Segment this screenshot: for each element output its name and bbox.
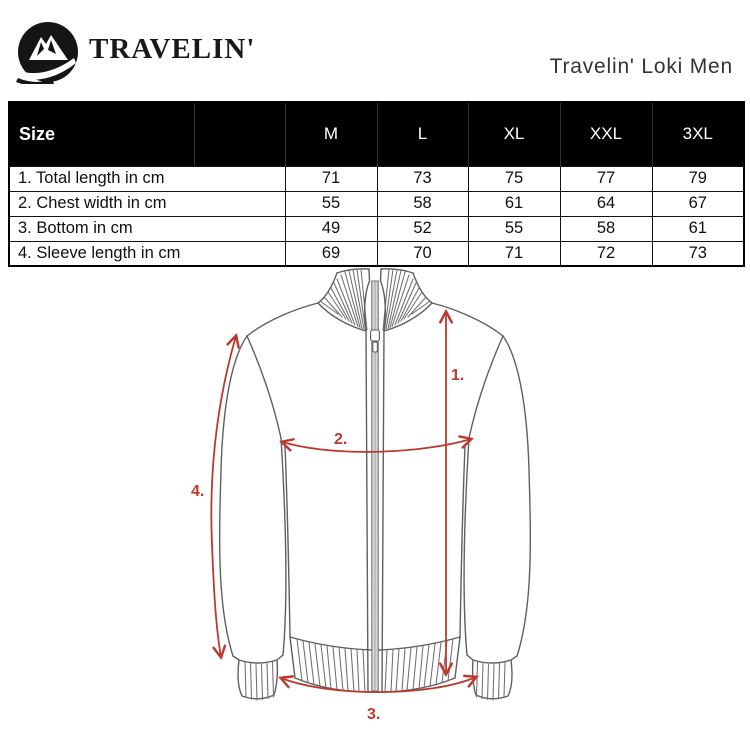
jacket-outline-right [378, 268, 532, 701]
cell-value: 58 [559, 215, 653, 242]
zipper-slider [370, 329, 380, 342]
table-row: 4. Sleeve length in cm 69 70 71 72 73 [8, 240, 745, 267]
arrow-bottom [281, 677, 476, 693]
jacket-outline-left [218, 268, 372, 701]
row-label-total-length: 1. Total length in cm [8, 165, 286, 192]
brand-name: TRAVELIN' [89, 33, 256, 65]
measure-label-2: 2. [334, 431, 347, 448]
row-label-sleeve-length: 4. Sleeve length in cm [8, 240, 286, 267]
measurement-labels: 1. 2. 3. 4. [191, 367, 464, 723]
brand-logo [16, 20, 80, 87]
measure-label-3: 3. [367, 706, 380, 723]
cell-value: 55 [284, 190, 378, 217]
cell-value: 72 [559, 240, 653, 267]
cell-value: 71 [467, 240, 561, 267]
size-col-m: M [284, 102, 377, 166]
cell-value: 70 [376, 240, 469, 267]
cell-value: 73 [651, 240, 745, 267]
table-row: 1. Total length in cm 71 73 75 77 79 [8, 165, 745, 192]
cell-value: 55 [467, 215, 561, 242]
cell-value: 69 [284, 240, 378, 267]
size-col-3xl: 3XL [651, 102, 744, 166]
zipper-pull [372, 341, 378, 353]
cell-value: 71 [284, 165, 378, 192]
cell-value: 64 [559, 190, 653, 217]
size-col-xl: XL [467, 102, 560, 166]
cell-value: 79 [651, 165, 745, 192]
cell-value: 67 [651, 190, 745, 217]
size-header-row: Size M L XL XXL 3XL [9, 102, 744, 166]
row-label-bottom: 3. Bottom in cm [8, 215, 286, 242]
table-row: 2. Chest width in cm 55 58 61 64 67 [8, 190, 745, 217]
cell-value: 58 [376, 190, 469, 217]
measure-label-1: 1. [451, 367, 464, 384]
size-corner-label: Size [9, 102, 194, 166]
jacket-measurement-diagram: 1. 2. 3. 4. [191, 268, 532, 723]
cell-value: 49 [284, 215, 378, 242]
page-title: Travelin' Loki Men [549, 55, 733, 78]
measure-label-4: 4. [191, 483, 204, 500]
arrow-sleeve-length [210, 336, 236, 657]
cell-value: 77 [559, 165, 653, 192]
zipper [363, 268, 387, 692]
measurement-arrows [210, 312, 476, 693]
size-col-xxl: XXL [559, 102, 652, 166]
mountain-road-logo-icon [16, 22, 78, 87]
cell-value: 61 [467, 190, 561, 217]
row-label-chest-width: 2. Chest width in cm [8, 190, 286, 217]
cell-value: 73 [376, 165, 469, 192]
cell-value: 75 [467, 165, 561, 192]
cell-value: 52 [376, 215, 469, 242]
arrow-chest-width [282, 439, 471, 453]
size-col-l: L [376, 102, 468, 166]
table-row: 3. Bottom in cm 49 52 55 58 61 [8, 215, 745, 242]
size-chart-table: Size M L XL XXL 3XL 1. Total length in c… [8, 101, 745, 267]
header-spacer-cell [193, 102, 285, 166]
cell-value: 61 [651, 215, 745, 242]
